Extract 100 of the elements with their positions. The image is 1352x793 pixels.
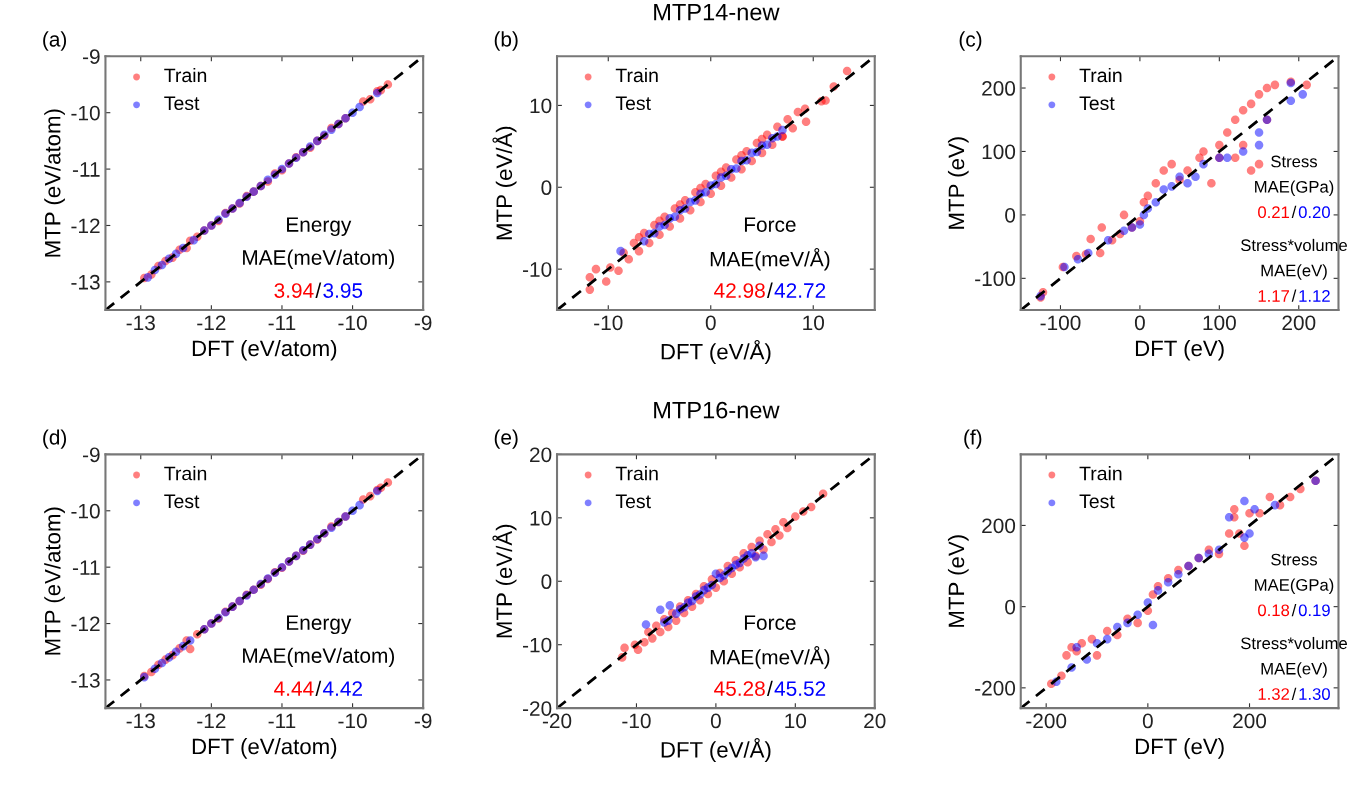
y-tick-label: 0 <box>541 574 552 590</box>
x-tick-label: -100 <box>1040 315 1081 331</box>
x-tick-label: 100 <box>1203 315 1236 331</box>
point <box>1191 172 1200 182</box>
x-tick-label: -12 <box>197 713 226 729</box>
point <box>624 255 634 264</box>
point <box>1183 166 1192 175</box>
text: (a) <box>43 31 67 51</box>
point <box>656 627 665 637</box>
point <box>788 124 798 133</box>
point <box>1095 248 1105 258</box>
point <box>1159 185 1169 194</box>
point <box>801 117 811 127</box>
point <box>1151 178 1161 188</box>
point <box>1133 618 1142 628</box>
annotation: 0.19 <box>1298 604 1330 617</box>
point <box>1254 128 1264 137</box>
annotation: / <box>1291 205 1297 219</box>
y-axis-title: MTP (eV/Å) <box>492 524 517 638</box>
point <box>1224 513 1234 522</box>
y-tick-label: 0 <box>1005 599 1016 615</box>
y-tick-label: -11 <box>72 162 100 177</box>
y-tick-label: -9 <box>83 49 100 65</box>
x-axis-title: DFT (eV) <box>1135 737 1224 759</box>
point <box>1159 166 1169 175</box>
point <box>1143 191 1153 201</box>
point <box>701 187 710 197</box>
point <box>1103 236 1113 245</box>
legend-label: Test <box>1079 494 1115 509</box>
legend-label: Train <box>615 67 658 83</box>
point <box>1302 80 1311 90</box>
y-tick-label: -9 <box>83 447 100 463</box>
point <box>1298 90 1308 99</box>
x-tick-label: -10 <box>338 315 367 331</box>
text: (b) <box>494 31 518 51</box>
x-tick-label: 0 <box>710 713 721 729</box>
point <box>791 512 800 521</box>
x-tick-label: 0 <box>1142 713 1153 729</box>
point <box>1240 533 1249 542</box>
point <box>189 235 198 245</box>
point <box>778 125 787 135</box>
point <box>641 620 651 629</box>
point <box>1072 642 1081 652</box>
point <box>1240 541 1249 551</box>
y-tick-label: 200 <box>982 81 1016 96</box>
annotation: MAE(eV) <box>1261 264 1327 280</box>
annotation: / <box>1291 687 1297 700</box>
point <box>1092 651 1102 660</box>
point <box>1148 620 1158 630</box>
x-tick-label: 10 <box>785 713 807 729</box>
point <box>143 273 153 282</box>
point <box>1230 153 1240 163</box>
y-tick-label: -10 <box>522 262 552 277</box>
annotation: MAE(meV/Å) <box>710 646 830 669</box>
x-tick-label: -200 <box>1026 713 1067 729</box>
legend-label: Train <box>164 466 207 481</box>
point <box>1223 128 1232 137</box>
point <box>620 643 629 653</box>
legend-label: Test <box>164 494 200 509</box>
y-tick-label: -13 <box>71 672 100 688</box>
legend-label: Train <box>1079 67 1122 83</box>
point <box>759 551 768 561</box>
legend-label: Test <box>164 96 200 111</box>
legend-label: Train <box>164 67 207 83</box>
x-tick-label: 0 <box>1134 315 1145 331</box>
annotation: MAE(eV) <box>1261 662 1327 678</box>
annotation: / <box>315 680 322 696</box>
annotation: MAE(meV/atom) <box>243 249 395 270</box>
point <box>1286 96 1296 105</box>
annotation: 1.32 <box>1258 688 1289 700</box>
point <box>185 644 195 654</box>
x-tick-label: 0 <box>705 315 716 331</box>
y-tick-label: 20 <box>530 447 552 463</box>
x-tick-label: 10 <box>803 315 825 331</box>
y-tick-label: 200 <box>982 518 1016 534</box>
annotation: MAE(GPa) <box>1255 180 1334 197</box>
y-tick-label: -10 <box>71 105 100 121</box>
y-tick-label: -100 <box>975 271 1016 287</box>
text: (f) <box>964 429 982 449</box>
annotation: Stress*volume <box>1241 238 1347 252</box>
annotation: 42.98 <box>714 283 765 298</box>
annotation: 1.30 <box>1299 688 1330 700</box>
point <box>1245 529 1254 538</box>
annotation: 42.72 <box>774 283 826 298</box>
point <box>1240 496 1249 506</box>
annotation: 0.18 <box>1258 604 1290 617</box>
point <box>1135 220 1145 229</box>
point <box>1086 234 1095 244</box>
point <box>614 266 623 276</box>
x-tick-label: -10 <box>594 315 623 331</box>
point <box>842 66 852 76</box>
y-axis-title: MTP (eV/atom) <box>44 109 65 257</box>
point <box>1265 492 1275 502</box>
point <box>1223 153 1232 163</box>
y-axis-title: MTP (eV) <box>947 535 969 627</box>
text: (d) <box>43 429 67 449</box>
point <box>355 102 364 112</box>
point <box>648 634 657 643</box>
chart-title: MTP16-new <box>654 401 780 419</box>
point <box>1254 159 1264 169</box>
